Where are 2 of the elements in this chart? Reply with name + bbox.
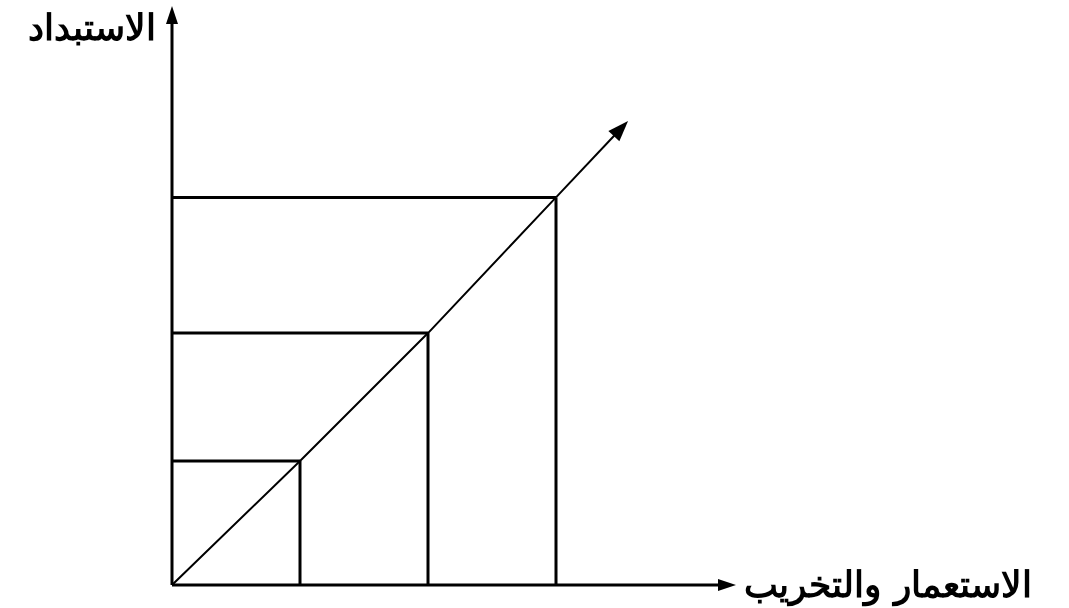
text: الاستبداد: [28, 6, 156, 48]
text: الاستعمار والتخريب: [744, 563, 1032, 607]
